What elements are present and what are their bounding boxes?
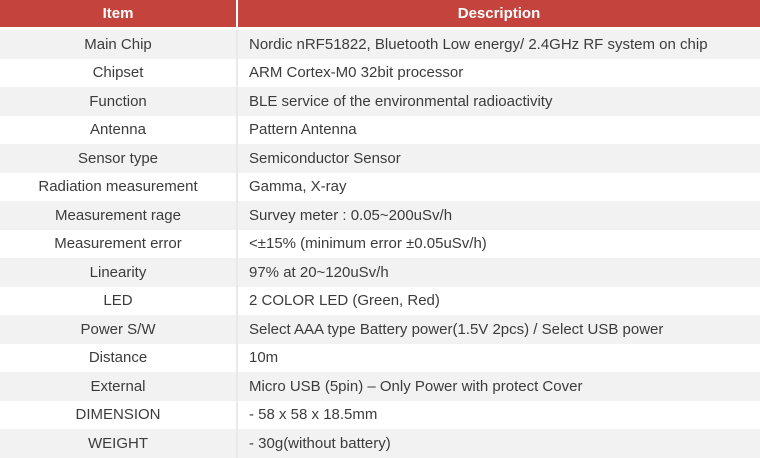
table-row: Chipset ARM Cortex-M0 32bit processor — [0, 58, 760, 87]
item-cell: Power S/W — [80, 320, 156, 338]
table-row: Distance 10m — [0, 343, 760, 372]
table-row: External Micro USB (5pin) – Only Power wi… — [0, 372, 760, 401]
description-cell: <±15% (minimum error ±0.05uSv/h) — [236, 229, 760, 258]
item-cell: Main Chip — [84, 35, 152, 53]
item-cell: Measurement rage — [55, 206, 181, 224]
item-cell: External — [90, 377, 146, 395]
column-header-description: Description — [236, 0, 760, 30]
description-cell: Survey meter : 0.05~200uSv/h — [236, 201, 760, 230]
description-cell: Micro USB (5pin) – Only Power with prote… — [236, 372, 760, 401]
item-cell: Function — [89, 92, 147, 110]
table-row: Function BLE service of the environmental… — [0, 87, 760, 116]
description-cell: - 58 x 58 x 18.5mm — [236, 400, 760, 429]
description-cell: 2 COLOR LED (Green, Red) — [236, 286, 760, 315]
description-cell: Nordic nRF51822, Bluetooth Low energy/ 2… — [236, 28, 760, 59]
table-row: WEIGHT - 30g(without battery) — [0, 429, 760, 458]
description-cell: 10m — [236, 343, 760, 372]
description-cell: - 30g(without battery) — [236, 429, 760, 458]
item-cell: Antenna — [90, 121, 146, 139]
table-row: DIMENSION - 58 x 58 x 18.5mm — [0, 400, 760, 429]
table-row: Linearity 97% at 20~120uSv/h — [0, 258, 760, 287]
item-cell: Measurement error — [54, 235, 182, 253]
item-cell: LED — [103, 292, 133, 310]
item-cell: Distance — [88, 349, 148, 367]
description-cell: BLE service of the environmental radioac… — [236, 87, 760, 116]
table-row: Power S/W Select AAA type Battery power(1… — [0, 315, 760, 344]
column-header-item: Item — [0, 0, 237, 30]
item-cell: WEIGHT — [88, 434, 148, 452]
item-cell: Chipset — [92, 64, 144, 82]
table-row: Radiation measurement Gamma, X-ray — [0, 172, 760, 201]
item-cell: DIMENSION — [75, 406, 161, 424]
description-cell: Semiconductor Sensor — [236, 144, 760, 173]
description-cell: 97% at 20~120uSv/h — [236, 258, 760, 287]
item-cell: Linearity — [89, 263, 147, 281]
item-cell: Sensor type — [77, 149, 159, 167]
description-cell: Gamma, X-ray — [236, 172, 760, 201]
table-row: Measurement rage Survey meter : 0.05~200u… — [0, 201, 760, 230]
description-cell: Pattern Antenna — [236, 115, 760, 144]
description-cell: ARM Cortex-M0 32bit processor — [236, 58, 760, 87]
table-row: Sensor type Semiconductor Sensor — [0, 144, 760, 173]
table-row: LED 2 COLOR LED (Green, Red) — [0, 286, 760, 315]
item-cell: Radiation measurement — [38, 178, 198, 196]
spec-table-body: Main Chip Nordic nRF51822, Bluetooth Low … — [0, 28, 760, 458]
description-cell: Select AAA type Battery power(1.5V 2pcs)… — [236, 315, 760, 344]
table-row: Main Chip Nordic nRF51822, Bluetooth Low … — [0, 28, 760, 59]
table-row: Measurement error <±15% (minimum error ±0… — [0, 229, 760, 258]
table-row: Antenna Pattern Antenna — [0, 115, 760, 144]
header-row: Item Description — [0, 0, 760, 30]
